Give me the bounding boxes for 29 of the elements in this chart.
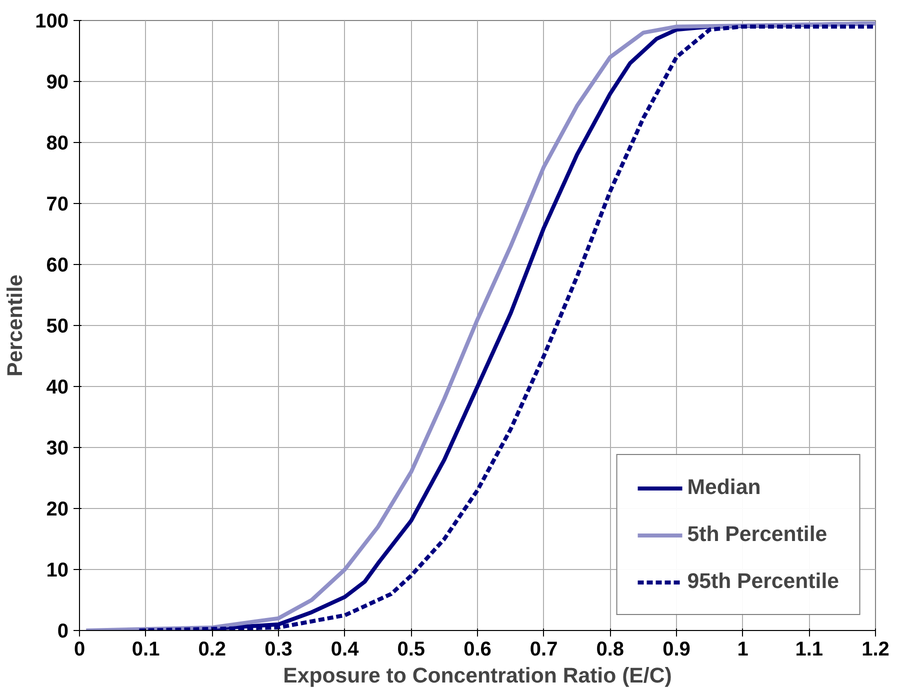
y-tick-label: 10: [46, 560, 69, 582]
y-tick-label: 100: [35, 10, 69, 32]
y-tick-label: 80: [46, 132, 69, 154]
y-tick-label: 70: [46, 194, 69, 216]
x-tick-label: 0.5: [397, 638, 426, 660]
legend-label: 95th Percentile: [687, 569, 839, 594]
x-tick-label: 0: [74, 638, 86, 660]
x-tick-label: 0.4: [330, 638, 360, 660]
x-tick-label: 0.6: [464, 638, 492, 660]
y-tick-label: 40: [46, 376, 69, 398]
legend-label: 5th Percentile: [687, 522, 828, 547]
x-tick-label: 1.1: [795, 638, 824, 660]
x-tick-label: 0.8: [596, 638, 624, 660]
x-tick-label: 0.2: [198, 638, 226, 660]
y-axis-title: Percentile: [3, 274, 28, 376]
y-tick-label: 20: [46, 498, 69, 520]
y-tick-label: 60: [46, 254, 69, 276]
y-tick-label: 0: [57, 620, 68, 642]
x-tick-label: 1.2: [862, 638, 890, 660]
y-tick-label: 90: [46, 72, 69, 94]
x-tick-label: 0.1: [132, 638, 160, 660]
y-tick-label: 30: [46, 438, 69, 460]
x-axis-title: Exposure to Concentration Ratio (E/C): [283, 664, 672, 688]
x-tick-label: 0.3: [264, 638, 292, 660]
x-tick-label: 0.9: [662, 638, 690, 660]
x-tick-label: 0.7: [530, 638, 558, 660]
y-tick-label: 50: [46, 316, 69, 338]
legend-label: Median: [687, 475, 761, 500]
x-tick-label: 1: [737, 638, 748, 660]
